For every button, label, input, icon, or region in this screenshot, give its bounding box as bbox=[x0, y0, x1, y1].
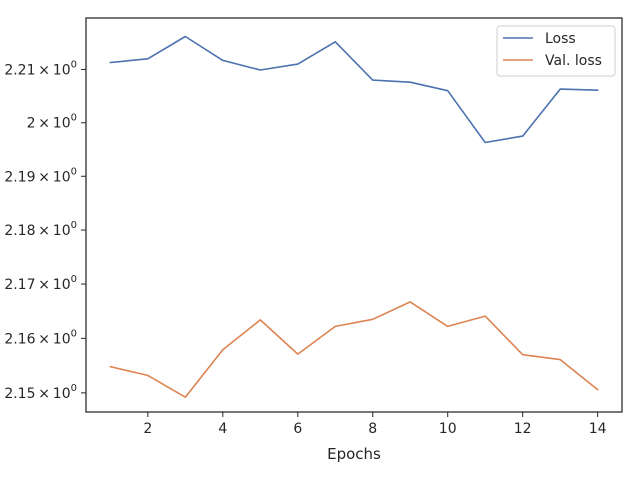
data-point bbox=[559, 358, 561, 360]
series-layer bbox=[109, 35, 599, 399]
data-point bbox=[559, 88, 561, 90]
data-point bbox=[184, 396, 186, 398]
x-tick-label: 12 bbox=[514, 421, 532, 437]
x-tick-label: 10 bbox=[439, 421, 457, 437]
data-point bbox=[447, 325, 449, 327]
series-line-loss bbox=[109, 35, 599, 144]
legend-label: Val. loss bbox=[545, 53, 602, 69]
data-point bbox=[109, 366, 111, 368]
data-point bbox=[222, 59, 224, 61]
data-point bbox=[147, 58, 149, 60]
data-point bbox=[409, 301, 411, 303]
legend-label: Loss bbox=[545, 31, 576, 47]
y-tick-label: 2.19 × 100 bbox=[4, 166, 77, 185]
x-tick-label: 6 bbox=[293, 421, 302, 437]
y-tick-label: 2.17 × 100 bbox=[4, 274, 77, 293]
y-tick-label: 2.21 × 100 bbox=[4, 59, 77, 78]
x-tick-label: 2 bbox=[143, 421, 152, 437]
y-tick-label: 2 × 100 bbox=[27, 113, 77, 132]
data-point bbox=[522, 135, 524, 137]
data-point bbox=[109, 61, 111, 63]
data-point bbox=[297, 353, 299, 355]
data-point bbox=[409, 81, 411, 83]
data-point bbox=[222, 349, 224, 351]
data-point bbox=[147, 374, 149, 376]
x-axis: 2 4 6 8 10 12 14 bbox=[143, 412, 607, 437]
y-tick-label: 2.15 × 100 bbox=[4, 383, 77, 402]
data-point bbox=[259, 69, 261, 71]
x-axis-label: Epochs bbox=[327, 445, 381, 463]
data-point bbox=[522, 354, 524, 356]
data-point bbox=[259, 319, 261, 321]
data-point bbox=[372, 318, 374, 320]
data-point bbox=[334, 325, 336, 327]
data-point bbox=[596, 89, 598, 91]
data-point bbox=[372, 79, 374, 81]
x-tick-label: 14 bbox=[589, 421, 607, 437]
data-point bbox=[447, 90, 449, 92]
data-point bbox=[334, 41, 336, 43]
series-line-val-loss bbox=[109, 301, 599, 399]
data-point bbox=[297, 63, 299, 65]
plot-area-frame bbox=[85, 17, 623, 413]
legend: Loss Val. loss bbox=[496, 25, 616, 77]
y-tick-label: 2.16 × 100 bbox=[4, 328, 77, 347]
data-point bbox=[484, 315, 486, 317]
data-point bbox=[596, 388, 598, 390]
y-axis: 2.15 × 100 2.16 × 100 2.17 × 100 2.18 × 100… bbox=[4, 59, 86, 402]
data-point bbox=[184, 35, 186, 37]
x-tick-label: 8 bbox=[368, 421, 377, 437]
data-point bbox=[484, 141, 486, 143]
x-tick-label: 4 bbox=[218, 421, 227, 437]
y-tick-label: 2.18 × 100 bbox=[4, 220, 77, 239]
